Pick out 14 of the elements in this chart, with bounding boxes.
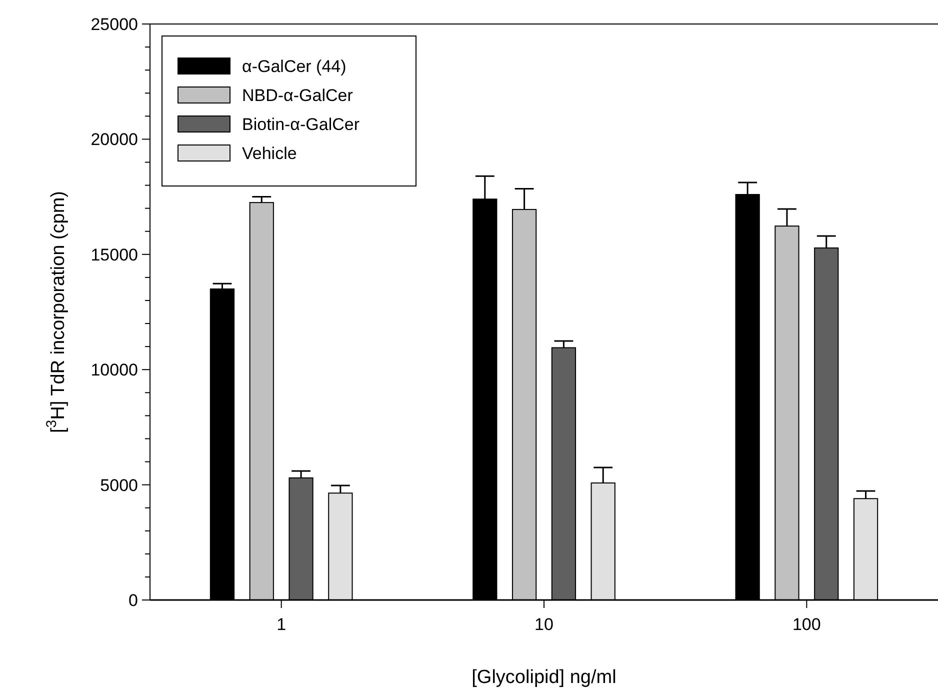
y-tick-label: 20000 — [90, 130, 138, 150]
x-tick-label: 10 — [534, 615, 554, 634]
legend-label: α-GalCer (44) — [242, 56, 346, 76]
x-tick-label: 100 — [792, 615, 821, 634]
y-tick-label: 15000 — [90, 245, 138, 264]
x-axis-title: [Glycolipid] ng/ml — [472, 667, 616, 688]
y-tick-label: 5000 — [100, 476, 138, 495]
legend-label: NBD-α-GalCer — [242, 86, 354, 105]
legend-label: Biotin-α-GalCer — [242, 114, 360, 134]
legend-label: Vehicle — [242, 144, 297, 163]
y-tick-label: 25000 — [90, 14, 138, 34]
y-tick-label: 10000 — [90, 360, 138, 380]
x-tick-label: 1 — [276, 615, 286, 634]
y-tick-label: 0 — [128, 590, 138, 610]
